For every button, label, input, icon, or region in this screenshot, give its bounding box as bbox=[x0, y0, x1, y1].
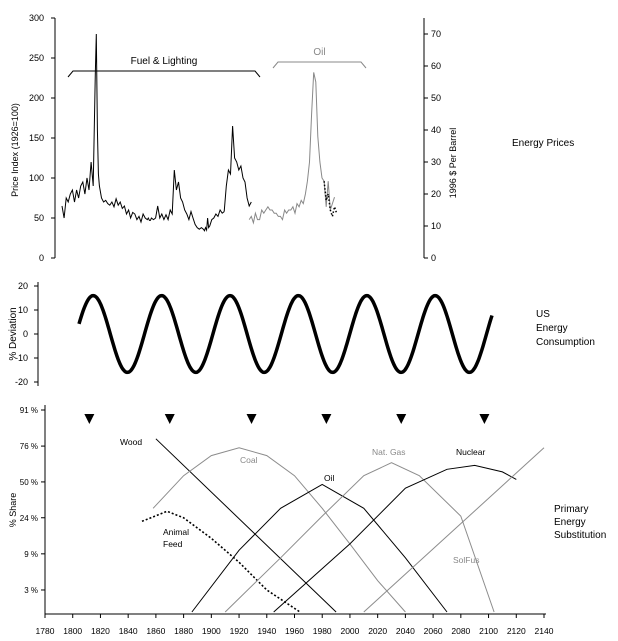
substitution-series-line bbox=[152, 447, 406, 613]
year-x-tick-label: 1900 bbox=[202, 626, 221, 636]
year-x-tick-label: 1800 bbox=[63, 626, 82, 636]
annotation-label: Oil bbox=[313, 47, 325, 58]
series-label-line: Oil bbox=[324, 473, 335, 483]
series-label: Animal Feed bbox=[163, 527, 189, 549]
year-x-tick-label: 1860 bbox=[146, 626, 165, 636]
deviation-y-tick-label: -10 bbox=[15, 353, 28, 363]
year-x-tick-label: 2000 bbox=[340, 626, 359, 636]
annotation-label: Fuel & Lighting bbox=[131, 56, 198, 67]
year-x-tick-label: 2120 bbox=[507, 626, 526, 636]
energy-substitution-panel: 3 % 9 % 24 % 50 % 76 % 91 % % Share 1780 1800 182… bbox=[8, 405, 554, 636]
series-label-line: Nuclear bbox=[456, 447, 485, 457]
cycle-peak-marker bbox=[246, 414, 257, 424]
right-y-tick-label: 50 bbox=[431, 93, 441, 103]
deviation-sine-line bbox=[77, 293, 494, 375]
series-label: Coal bbox=[240, 455, 258, 465]
year-x-tick-label: 1820 bbox=[91, 626, 110, 636]
right-y-tick-label: 20 bbox=[431, 189, 441, 199]
left-y-tick-label: 300 bbox=[29, 13, 44, 23]
deviation-y-axis-label: % Deviation bbox=[8, 307, 19, 360]
year-x-tick-label: 2040 bbox=[396, 626, 415, 636]
left-y-tick-label: 200 bbox=[29, 93, 44, 103]
deviation-y-tick-label: 10 bbox=[18, 305, 28, 315]
year-x-tick-label: 1940 bbox=[257, 626, 276, 636]
series-label-line: Animal bbox=[163, 527, 189, 537]
right-y-tick-label: 60 bbox=[431, 61, 441, 71]
series-label-line: Coal bbox=[240, 455, 258, 465]
right-y-tick-label: 30 bbox=[431, 157, 441, 167]
series-label: Nat. Gas bbox=[372, 447, 406, 457]
annotation-bracket bbox=[272, 61, 367, 69]
left-y-tick-label: 250 bbox=[29, 53, 44, 63]
cycle-peak-marker bbox=[396, 414, 407, 424]
share-y-axis-label: % Share bbox=[8, 493, 18, 528]
series-label-line: Feed bbox=[163, 539, 183, 549]
share-y-tick-label: 91 % bbox=[20, 406, 38, 415]
left-y-tick-label: 150 bbox=[29, 133, 44, 143]
price-series-line bbox=[223, 125, 252, 212]
series-label: Nuclear bbox=[456, 447, 485, 457]
right-y-axis-label: 1996 $ Per Barrel bbox=[448, 128, 458, 199]
substitution-series-line bbox=[191, 483, 448, 613]
deviation-y-tick-label: 0 bbox=[23, 329, 28, 339]
energy-prices-label: Energy Prices bbox=[512, 138, 575, 149]
share-y-tick-label: 50 % bbox=[20, 478, 38, 487]
year-x-tick-label: 2060 bbox=[424, 626, 443, 636]
price-series-line bbox=[61, 33, 225, 232]
deviation-y-tick-label: -20 bbox=[15, 377, 28, 387]
share-y-tick-label: 76 % bbox=[20, 442, 38, 451]
series-label: Oil bbox=[324, 473, 335, 483]
series-label-line: SolFus bbox=[453, 555, 479, 565]
right-y-tick-label: 10 bbox=[431, 221, 441, 231]
substitution-series-line bbox=[363, 447, 545, 613]
energy-prices-panel: 0 50 100 150 200 250 300 0 10 20 30 40 50 60 70 Price I… bbox=[10, 13, 458, 263]
year-x-tick-label: 2100 bbox=[479, 626, 498, 636]
substitution-series-line bbox=[273, 464, 517, 613]
energy-consumption-panel: 20 10 0 -10 -20 % Deviation bbox=[8, 281, 494, 387]
left-y-tick-label: 0 bbox=[39, 253, 44, 263]
year-x-tick-label: 1980 bbox=[313, 626, 332, 636]
series-label: SolFus bbox=[453, 555, 479, 565]
left-y-tick-label: 50 bbox=[34, 213, 44, 223]
cycle-peak-marker bbox=[321, 414, 332, 424]
deviation-y-tick-label: 20 bbox=[18, 281, 28, 291]
right-y-tick-label: 0 bbox=[431, 253, 436, 263]
annotation-bracket bbox=[67, 70, 261, 78]
year-x-tick-label: 1920 bbox=[230, 626, 249, 636]
year-x-tick-label: 2020 bbox=[368, 626, 387, 636]
year-x-tick-label: 2140 bbox=[535, 626, 554, 636]
cycle-peak-marker bbox=[479, 414, 490, 424]
energy-substitution-label: Primary Energy Substitution bbox=[554, 504, 607, 541]
share-y-tick-label: 9 % bbox=[24, 550, 38, 559]
cycle-peak-marker bbox=[84, 414, 95, 424]
year-x-tick-label: 1780 bbox=[36, 626, 55, 636]
cycle-peak-marker bbox=[164, 414, 175, 424]
series-label-line: Nat. Gas bbox=[372, 447, 406, 457]
price-series-line bbox=[323, 181, 338, 220]
series-label-line: Wood bbox=[120, 437, 142, 447]
year-x-tick-label: 2080 bbox=[451, 626, 470, 636]
left-y-axis-label: Price Index (1926=100) bbox=[10, 103, 20, 197]
substitution-series-line bbox=[224, 462, 495, 613]
year-x-tick-label: 1960 bbox=[285, 626, 304, 636]
right-y-tick-label: 70 bbox=[431, 29, 441, 39]
year-x-tick-label: 1880 bbox=[174, 626, 193, 636]
price-series-line bbox=[248, 72, 335, 225]
right-y-tick-label: 40 bbox=[431, 125, 441, 135]
year-x-tick-label: 1840 bbox=[119, 626, 138, 636]
share-y-tick-label: 24 % bbox=[20, 514, 38, 523]
left-y-tick-label: 100 bbox=[29, 173, 44, 183]
share-y-tick-label: 3 % bbox=[24, 586, 38, 595]
energy-consumption-label: US Energy Consumption bbox=[536, 309, 595, 348]
series-label: Wood bbox=[120, 437, 142, 447]
